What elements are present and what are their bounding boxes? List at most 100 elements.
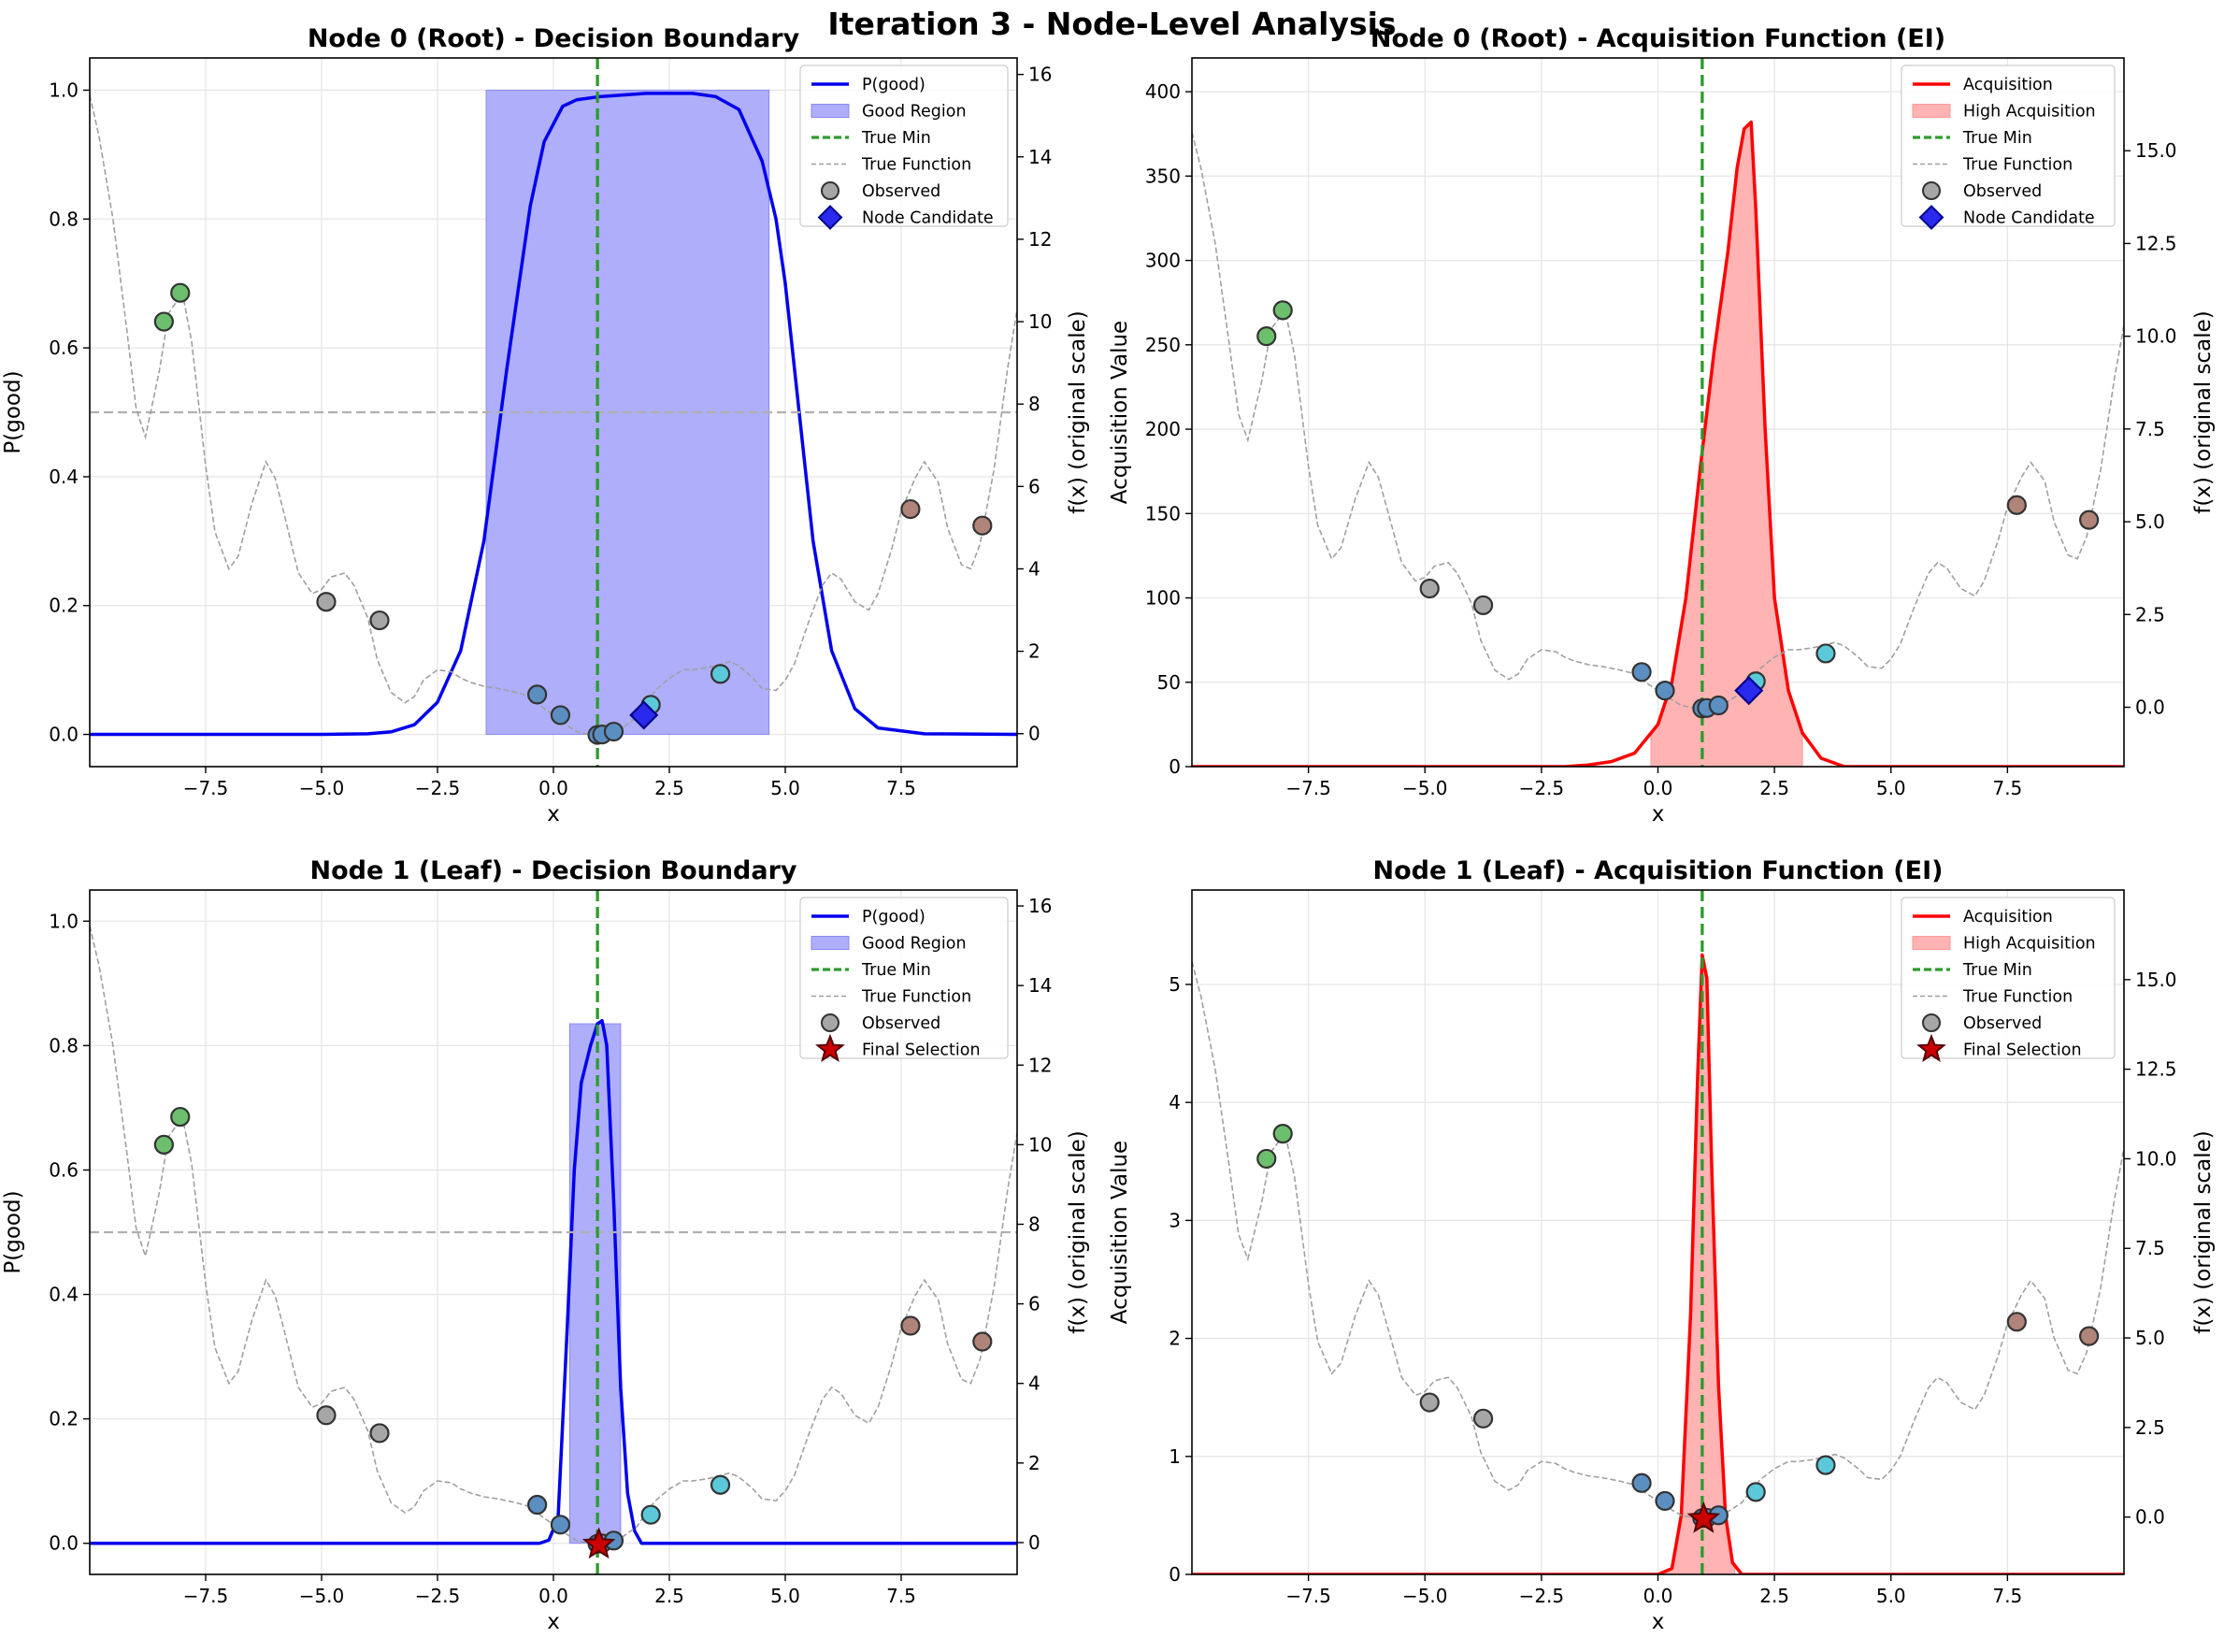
y2-tick-label: 12.5: [2135, 232, 2177, 254]
legend-label: Good Region: [862, 103, 967, 122]
x-tick-label: −5.0: [299, 1585, 345, 1607]
x-tick-label: −2.5: [415, 777, 461, 799]
y2-tick-label: 10.0: [2135, 1147, 2177, 1170]
y-tick-label: 0.2: [49, 1408, 79, 1430]
acquisition-curve: [1192, 120, 2124, 767]
y2-tick-label: 7.5: [2135, 418, 2165, 440]
panel-node0-acquisition: −7.5 −5.0 −2.5 0.0 2.5 5.0 7.5 0 50 100 150 200 250 3…: [1108, 24, 2216, 826]
final-selection-marker: [581, 1527, 616, 1559]
legend-handle-fill: [1912, 936, 1951, 950]
y-tick-label: 5: [1169, 973, 1181, 996]
legend: Acquisition High Acquisition True Min True …: [1901, 897, 2116, 1063]
observed-point: [1815, 643, 1836, 664]
observed-point: [972, 1331, 993, 1352]
true-function-curve: [90, 94, 1017, 736]
legend-label: Final Selection: [862, 1041, 981, 1060]
legend-label: Observed: [1963, 1014, 2042, 1033]
x-axis-label: x: [547, 1610, 560, 1634]
observed-point: [1419, 1392, 1440, 1413]
y2-tick-label: 2.5: [2135, 1416, 2165, 1439]
legend-handle-candidate: [817, 205, 843, 230]
y-tick-label: 1: [1169, 1445, 1181, 1468]
y-tick-label: 4: [1169, 1091, 1181, 1113]
x-tick-label: 0.0: [1643, 777, 1673, 799]
y2-tick-label: 2: [1028, 1452, 1040, 1474]
y-tick-label: 0.4: [49, 466, 79, 488]
observed-point: [1631, 662, 1652, 682]
x-tick-label: 7.5: [886, 777, 916, 799]
observed-point: [2079, 1326, 2100, 1346]
observed-point: [316, 1405, 337, 1426]
y2-tick-label: 8: [1028, 1213, 1040, 1235]
observed-point: [527, 684, 548, 705]
legend-label: High Acquisition: [1963, 935, 2096, 954]
observed-point: [1815, 1455, 1836, 1475]
legend-label: Observed: [862, 182, 940, 201]
legend: Acquisition High Acquisition True Min True …: [1901, 65, 2116, 230]
legend-label: P(good): [862, 76, 925, 94]
y2-tick-label: 0.0: [2135, 697, 2165, 719]
x-tick-label: 2.5: [1759, 777, 1789, 799]
y2-tick-label: 10: [1028, 1133, 1052, 1156]
legend-label: Node Candidate: [862, 209, 994, 228]
observed-point: [550, 1515, 571, 1535]
x-tick-label: −7.5: [183, 777, 229, 799]
node-candidate-marker: [1734, 676, 1764, 706]
x-tick-label: −7.5: [183, 1585, 229, 1607]
observed-point: [550, 705, 571, 725]
y2-tick-label: 5.0: [2135, 510, 2165, 533]
observed-point: [369, 1423, 390, 1444]
p-good-curve: [90, 92, 1017, 737]
observed-point: [1419, 578, 1440, 599]
x-tick-label: 0.0: [538, 777, 568, 799]
legend-handle-final-selection: [815, 1033, 845, 1063]
legend-handle-fill: [811, 104, 850, 118]
y-tick-label: 0.2: [49, 595, 79, 617]
y-tick-label: 2: [1169, 1328, 1181, 1350]
legend-label: True Min: [1962, 961, 2032, 980]
x-tick-label: −7.5: [1285, 1585, 1331, 1607]
legend-handle-candidate: [1918, 205, 1944, 230]
y2-tick-label: 4: [1028, 1372, 1040, 1395]
legend-handle-fill: [1912, 104, 1951, 118]
legend-handle-observed: [1922, 181, 1941, 200]
observed-point: [640, 1504, 661, 1525]
legend-label: Good Region: [862, 935, 967, 954]
chart-title: Node 1 (Leaf) - Acquisition Function (EI…: [1373, 856, 1944, 885]
legend-box: [799, 897, 1009, 1059]
legend: P(good) Good Region True Min True Function O…: [799, 65, 1009, 230]
x-tick-label: −5.0: [1402, 777, 1448, 799]
observed-point: [1272, 1124, 1293, 1144]
observed-point: [316, 592, 337, 612]
observed-point: [603, 721, 624, 742]
observed-point: [170, 1106, 191, 1128]
panel-node1-decision: −7.5 −5.0 −2.5 0.0 2.5 5.0 7.5 0.0 0.2 0.4 0.6 0.8 1…: [1, 856, 1090, 1634]
observed-point: [710, 664, 731, 684]
node-candidate-marker: [629, 700, 659, 730]
y2-tick-label: 14: [1028, 146, 1052, 168]
observed-point: [1631, 1472, 1652, 1493]
y-tick-label: 100: [1145, 587, 1181, 610]
legend-label: Final Selection: [1963, 1041, 2082, 1060]
good-region-fill: [568, 1023, 622, 1544]
y2-tick-label: 2: [1028, 640, 1040, 663]
legend-handle-fill: [811, 936, 850, 950]
y2-tick-label: 6: [1028, 1293, 1040, 1315]
x-tick-label: 5.0: [770, 1585, 800, 1607]
x-tick-label: 7.5: [1992, 1585, 2022, 1607]
legend-handle-observed: [821, 181, 839, 200]
y2-tick-label: 16: [1028, 64, 1052, 86]
panel-node1-acquisition: −7.5 −5.0 −2.5 0.0 2.5 5.0 7.5 0 1 2 3 4 5 0.0 2.5 5.0 7…: [1108, 856, 2216, 1634]
x-tick-label: 0.0: [1643, 1585, 1673, 1607]
observed-point: [1472, 1408, 1494, 1429]
y2-tick-label: 12: [1028, 1054, 1052, 1076]
observed-point: [369, 610, 390, 631]
y2-tick-label: 12.5: [2135, 1058, 2177, 1081]
y-tick-label: 300: [1145, 250, 1181, 272]
legend-label: High Acquisition: [1963, 103, 2096, 122]
x-tick-label: 2.5: [654, 1585, 684, 1607]
y2-tick-label: 12: [1028, 228, 1052, 251]
y2-tick-label: 6: [1028, 475, 1040, 497]
y-axis-label: Acquisition Value: [1108, 321, 1132, 504]
